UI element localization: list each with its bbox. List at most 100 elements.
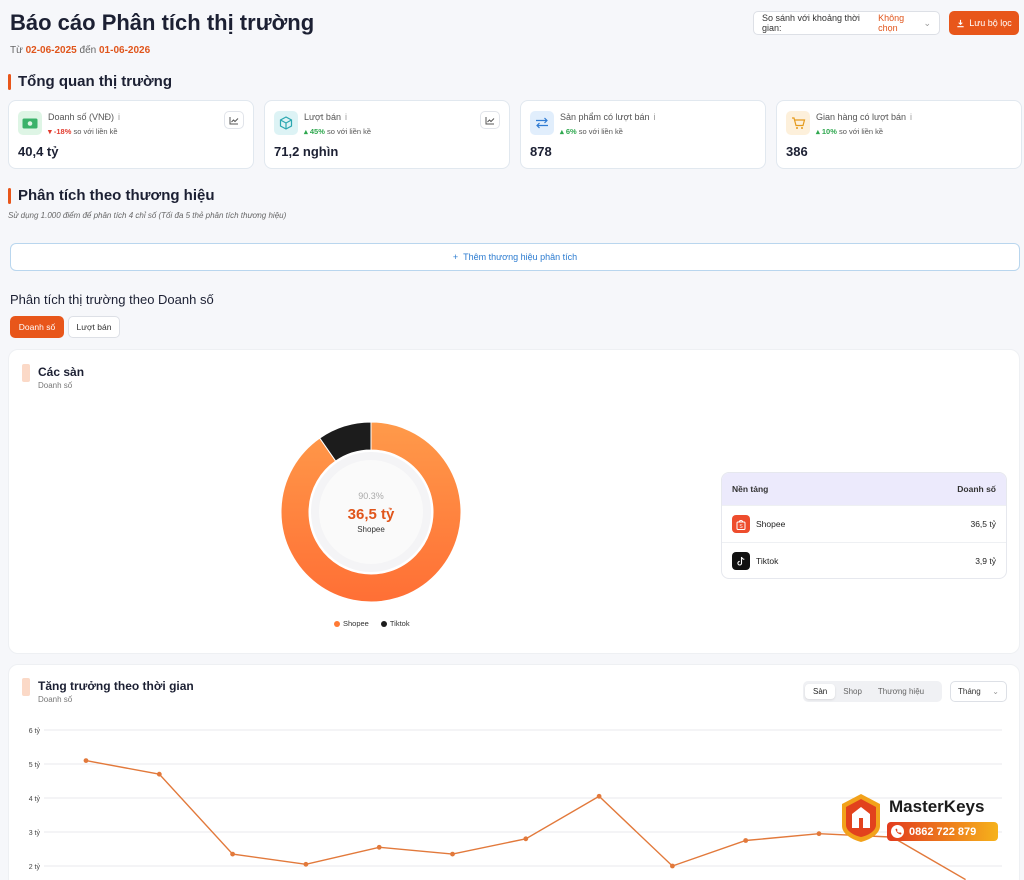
save-filter-label: Lưu bộ lọc [969,18,1012,28]
segment-platform[interactable]: Sàn [805,684,836,699]
tab-sales-count[interactable]: Lượt bán [68,316,120,338]
date-range: Từ 02-06-2025 đến 01-06-2026 [10,45,150,56]
save-filter-button[interactable]: Lưu bộ lọc [949,11,1019,35]
y-tick-label: 2 tỷ [29,864,41,871]
date-separator: đến [79,45,97,56]
kpi-label: Doanh số (VNĐ) [48,112,115,122]
phone-icon [891,825,904,838]
money-icon [18,111,42,135]
growth-title: Tăng trưởng theo thời gian [38,679,194,693]
brand-name: MasterKeys [889,797,985,816]
svg-text:S: S [739,524,743,530]
table-row: Tiktok 3,9 tỷ [722,542,1006,578]
info-icon[interactable]: i [344,112,347,122]
platform-table: Nền tảng Doanh số S Shopee 36,5 tỷ Tikto… [721,472,1007,579]
arrows-icon [530,111,554,135]
segment-shop[interactable]: Shop [843,687,862,696]
date-prefix: Từ [10,45,23,56]
kpi-change-suffix: so với liền kề [838,127,884,136]
data-point[interactable] [230,851,236,857]
data-point[interactable] [523,836,529,842]
data-point[interactable] [303,861,309,867]
table-row: S Shopee 36,5 tỷ [722,505,1006,542]
column-header-revenue: Doanh số [957,484,996,494]
kpi-change-value: 6% [565,127,577,136]
brand-phone: 0862 722 879 [887,822,998,841]
legend-dot [380,621,387,628]
box-icon [274,111,298,135]
data-point[interactable] [670,863,675,869]
masterkeys-watermark: MasterKeys 0862 722 879 [838,792,1008,848]
kpi-label: Lượt bán [304,112,341,122]
info-icon[interactable]: i [118,112,121,122]
chevron-down-icon: ⌄ [992,687,999,696]
data-point[interactable] [83,758,89,763]
kpi-value: 40,4 tỷ [18,144,59,159]
legend-item-tiktok[interactable]: Tiktok [380,619,410,628]
tab-revenue[interactable]: Doanh số [10,316,64,338]
tiktok-logo-icon [732,552,750,570]
kpi-card-products: Sản phẩm có lượt bán i ▴ 6% so với liền k… [520,100,766,169]
info-icon[interactable]: i [909,112,912,122]
table-header: Nền tảng Doanh số [722,473,1006,505]
data-point[interactable] [376,844,382,850]
data-point[interactable] [743,838,749,843]
y-tick-label: 6 tỷ [29,728,41,735]
kpi-change-suffix: so với liền kề [73,127,118,136]
data-point[interactable] [816,831,822,837]
kpi-label: Gian hàng có lượt bán [816,112,906,122]
column-header-platform: Nền tảng [732,484,769,494]
info-icon[interactable]: i [653,112,656,122]
kpi-change: ▴ 45% [304,127,325,136]
trend-icon [229,116,239,124]
date-from: 02-06-2025 [25,45,77,56]
kpi-change-value: -18% [53,127,72,136]
period-value: Tháng [958,687,981,696]
platform-value: 36,5 tỷ [970,519,996,529]
legend-item-shopee[interactable]: Shopee [334,619,369,628]
donut-slice-shopee[interactable] [280,421,462,603]
y-tick-label: 5 tỷ [29,762,41,769]
kpi-change: ▾ -18% [48,127,72,136]
panel-marker [22,364,30,382]
compare-label: So sánh với khoảng thời gian: [762,13,860,33]
download-icon [957,19,964,27]
platforms-subtitle: Doanh số [38,381,73,390]
trend-chart-button[interactable] [480,111,500,129]
kpi-change-suffix: so với liền kề [578,127,623,136]
data-point[interactable] [156,771,162,777]
brand-phone-number: 0862 722 879 [909,825,977,838]
donut-slice-tiktok[interactable] [319,421,372,462]
donut-legend: Shopee Tiktok [334,619,410,628]
growth-subtitle: Doanh số [38,695,73,704]
trend-chart-button[interactable] [224,111,244,129]
brand-analysis-note: Sử dụng 1.000 điểm để phân tích 4 chỉ số… [8,211,287,220]
donut-center-percent: 90.3% [358,491,384,501]
period-select[interactable]: Tháng ⌄ [950,681,1007,702]
kpi-card-revenue: Doanh số (VNĐ) i ▾ -18% so với liền kề 40… [8,100,254,169]
platform-name: Shopee [756,519,786,529]
donut-hole-inner [319,460,423,564]
growth-segment-control: Sàn Shop Thương hiệu [803,681,942,702]
donut-center-name: Shopee [357,525,385,534]
kpi-value: 71,2 nghìn [274,144,339,159]
plus-icon: + [452,252,459,262]
brand-analysis-title: Phân tích theo thương hiệu [8,187,215,204]
y-tick-label: 3 tỷ [29,830,41,837]
series-line [85,759,966,880]
data-point[interactable] [596,793,602,799]
platform-name: Tiktok [756,556,779,566]
add-brand-button[interactable]: + Thêm thương hiệu phân tích [10,243,1020,271]
date-to: 01-06-2026 [99,45,151,56]
data-point[interactable] [450,851,455,857]
overview-title: Tổng quan thị trường [8,73,172,90]
platforms-title: Các sàn [38,365,85,379]
cart-icon [786,111,810,135]
page-title: Báo cáo Phân tích thị trường [10,10,315,35]
compare-period-select[interactable]: So sánh với khoảng thời gian: Không chọn… [753,11,940,35]
segment-brand[interactable]: Thương hiệu [877,687,925,696]
kpi-card-shops: Gian hàng có lượt bán i ▴ 10% so với liền… [776,100,1022,169]
kpi-card-sales: Lượt bán i ▴ 45% so với liền kề 71,2 nghì… [264,100,510,169]
trend-icon [485,116,495,124]
panel-marker [22,678,30,696]
